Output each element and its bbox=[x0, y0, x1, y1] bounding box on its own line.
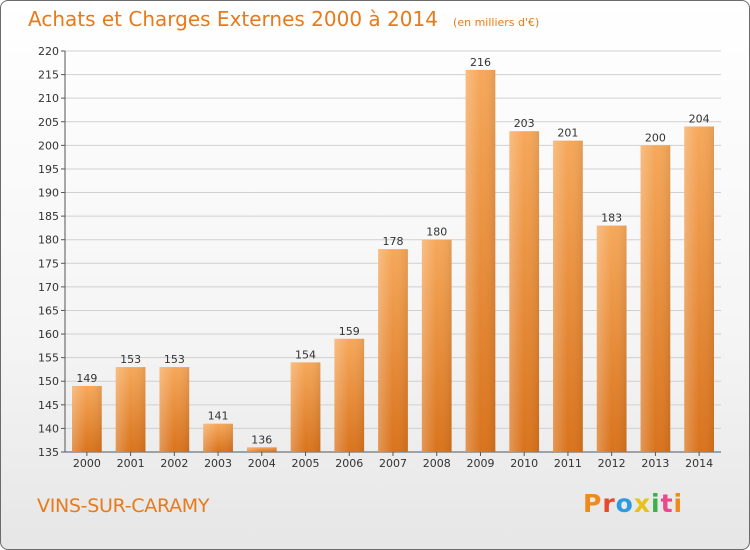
bar-shading bbox=[465, 69, 496, 452]
bar-shading bbox=[71, 385, 102, 452]
labels: 149 153 153 141 136 154 159 178 180 216 203 201 183 2… bbox=[76, 56, 709, 446]
x-tick-label: 2006 bbox=[335, 457, 363, 470]
y-tick-label: 175 bbox=[38, 257, 59, 270]
bar-shading bbox=[684, 126, 715, 452]
bar-shading bbox=[640, 145, 671, 452]
logo-letter: r bbox=[602, 489, 616, 518]
bar-shading bbox=[246, 447, 277, 452]
y-tick-label: 185 bbox=[38, 210, 59, 223]
y-tick-label: 205 bbox=[38, 116, 59, 129]
x-tick-label: 2001 bbox=[117, 457, 145, 470]
bar-shading bbox=[203, 423, 233, 452]
commune-name: VINS-SUR-CARAMY bbox=[37, 495, 210, 517]
x-tick-label: 2010 bbox=[510, 457, 538, 470]
y-tick-label: 190 bbox=[38, 187, 59, 200]
chart-title: Achats et Charges Externes 2000 à 2014 bbox=[28, 7, 438, 31]
proxiti-logo: Proxiti bbox=[583, 489, 683, 518]
y-tick-label: 215 bbox=[38, 69, 59, 82]
bar-shading bbox=[115, 367, 146, 452]
y-tick-label: 145 bbox=[38, 399, 59, 412]
logo-letter: t bbox=[660, 489, 674, 518]
bar-value-label: 180 bbox=[426, 226, 447, 239]
x-tick-label: 2008 bbox=[423, 457, 451, 470]
x-tick-label: 2005 bbox=[292, 457, 320, 470]
x-tick-label: 2009 bbox=[466, 457, 494, 470]
bar-value-label: 159 bbox=[339, 325, 360, 338]
y-tick-label: 140 bbox=[38, 422, 59, 435]
bar-value-label: 149 bbox=[76, 372, 97, 385]
x-tick-label: 2004 bbox=[248, 457, 276, 470]
bar-shading bbox=[378, 249, 408, 452]
bar-value-label: 183 bbox=[601, 212, 622, 225]
bar-shading bbox=[596, 225, 627, 452]
y-tick-label: 210 bbox=[38, 92, 59, 105]
bar-shading bbox=[509, 131, 540, 452]
bar-value-label: 141 bbox=[208, 410, 229, 423]
bar-value-label: 178 bbox=[383, 235, 404, 248]
logo-letter: P bbox=[583, 489, 603, 518]
logo-letter: o bbox=[615, 489, 634, 518]
x-tick-label: 2011 bbox=[554, 457, 582, 470]
bar-value-label: 136 bbox=[251, 433, 272, 446]
x-tick-label: 2014 bbox=[685, 457, 713, 470]
y-tick-label: 170 bbox=[38, 281, 59, 294]
x-tick-label: 2012 bbox=[598, 457, 626, 470]
bar-value-label: 204 bbox=[689, 112, 710, 125]
logo-letter: x bbox=[633, 489, 651, 518]
x-tick-label: 2007 bbox=[379, 457, 407, 470]
y-tick-label: 180 bbox=[38, 234, 59, 247]
bars bbox=[71, 69, 715, 452]
chart-title-block: Achats et Charges Externes 2000 à 2014 (… bbox=[28, 7, 539, 31]
bar-value-label: 200 bbox=[645, 131, 666, 144]
x-tick-label: 2013 bbox=[641, 457, 669, 470]
bar-value-label: 154 bbox=[295, 348, 316, 361]
logo-letter: i bbox=[651, 489, 661, 518]
x-tick-label: 2002 bbox=[160, 457, 188, 470]
y-tick-label: 220 bbox=[38, 45, 59, 58]
bar-shading bbox=[159, 367, 190, 452]
y-tick-label: 150 bbox=[38, 375, 59, 388]
x-tick-label: 2003 bbox=[204, 457, 232, 470]
bar-shading bbox=[290, 362, 321, 452]
y-tick-label: 165 bbox=[38, 304, 59, 317]
logo-letter: i bbox=[673, 489, 684, 518]
bar-value-label: 201 bbox=[557, 127, 578, 140]
bar-shading bbox=[421, 239, 452, 452]
bar-value-label: 203 bbox=[514, 117, 535, 130]
bar-value-label: 153 bbox=[164, 353, 185, 366]
y-tick-label: 155 bbox=[38, 352, 59, 365]
bar-shading bbox=[553, 140, 583, 452]
y-tick-label: 135 bbox=[38, 446, 59, 459]
y-tick-label: 200 bbox=[38, 139, 59, 152]
bar-value-label: 216 bbox=[470, 56, 491, 69]
bar-value-label: 153 bbox=[120, 353, 141, 366]
y-tick-label: 195 bbox=[38, 163, 59, 176]
chart-subtitle: (en milliers d'€) bbox=[453, 16, 540, 29]
y-tick-label: 160 bbox=[38, 328, 59, 341]
x-tick-label: 2000 bbox=[73, 457, 101, 470]
bar-shading bbox=[334, 338, 365, 452]
